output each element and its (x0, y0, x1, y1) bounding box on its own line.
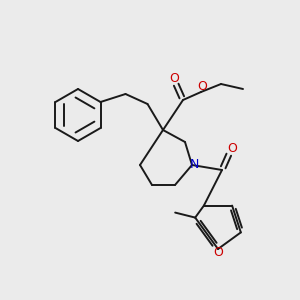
Text: N: N (189, 158, 199, 172)
Text: O: O (227, 142, 237, 155)
Text: O: O (213, 245, 223, 259)
Text: O: O (197, 80, 207, 94)
Text: O: O (169, 73, 179, 85)
